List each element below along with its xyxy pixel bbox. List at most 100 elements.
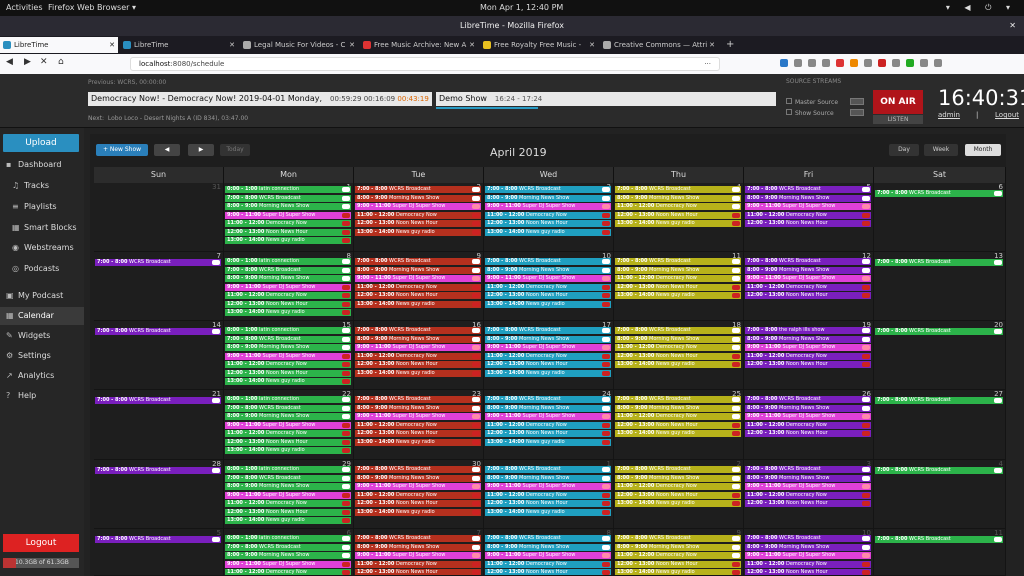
show-event[interactable]: 7:00 - 8:00 WCRS Broadcast: [225, 335, 351, 343]
tab-close-icon[interactable]: ✕: [349, 41, 355, 49]
show-event[interactable]: 9:00 - 11:00 Super DJ Super Show: [355, 413, 481, 420]
show-event[interactable]: 7:00 - 8:00 WCRS Broadcast: [355, 466, 481, 473]
show-event[interactable]: 7:00 - 8:00 WCRS Broadcast: [745, 466, 871, 473]
show-event[interactable]: 11:00 - 12:00 Democracy Now: [225, 220, 351, 227]
show-event[interactable]: 11:00 - 12:00 Democracy Now: [485, 491, 611, 499]
day-number[interactable]: 7: [216, 252, 221, 260]
show-event[interactable]: 7:00 - 8:00 WCRS Broadcast: [615, 396, 741, 403]
calendar-day-cell[interactable]: 24 7:00 - 8:00 WCRS Broadcast 8:00 - 9:00 …: [484, 390, 614, 460]
calendar-day-cell[interactable]: 25 7:00 - 8:00 WCRS Broadcast 8:00 - 9:00 …: [614, 390, 744, 460]
show-event[interactable]: 8:00 - 9:00 Morning News Show: [485, 194, 611, 202]
browser-tab[interactable]: Free Music Archive: New A ✕: [360, 37, 478, 53]
show-event[interactable]: 11:00 - 12:00 Democracy Now: [355, 560, 481, 568]
extension-icon[interactable]: [906, 59, 914, 67]
calendar-day-cell[interactable]: 29 0:00 - 1:00 latin connection 7:00 - 8:0…: [224, 460, 354, 529]
show-event[interactable]: 13:00 - 14:00 News guy radio: [615, 292, 741, 299]
show-event[interactable]: 7:00 - 8:00 WCRS Broadcast: [745, 396, 871, 403]
show-event[interactable]: 7:00 - 8:00 WCRS Broadcast: [745, 535, 871, 542]
calendar-day-cell[interactable]: 9 7:00 - 8:00 WCRS Broadcast 8:00 - 9:00 M…: [614, 529, 744, 576]
calendar-day-cell[interactable]: 7 7:00 - 8:00 WCRS Broadcast: [94, 252, 224, 321]
sidebar-item-podcasts[interactable]: ◎ Podcasts: [0, 260, 84, 278]
show-event[interactable]: 13:00 - 14:00 News guy radio: [225, 447, 351, 454]
tab-close-icon[interactable]: ✕: [469, 41, 475, 49]
day-number[interactable]: 7: [476, 529, 481, 537]
show-event[interactable]: 13:00 - 14:00 News guy radio: [355, 508, 481, 516]
show-event[interactable]: 12:00 - 13:00 Noon News Hour: [485, 500, 611, 507]
day-number[interactable]: 21: [212, 390, 221, 398]
library-icon[interactable]: [794, 59, 802, 67]
show-event[interactable]: 7:00 - 8:00 WCRS Broadcast: [875, 328, 1003, 335]
tab-close-icon[interactable]: ✕: [589, 41, 595, 49]
day-number[interactable]: 16: [472, 321, 481, 329]
pocket-icon[interactable]: [836, 59, 844, 67]
show-event[interactable]: 13:00 - 14:00 News guy radio: [485, 508, 611, 516]
show-event[interactable]: 13:00 - 14:00 News guy radio: [355, 369, 481, 377]
month-view-button[interactable]: Month: [965, 144, 1001, 156]
show-event[interactable]: 12:00 - 13:00 Noon News Hour: [225, 508, 351, 516]
browser-tab[interactable]: LibreTime ✕: [120, 37, 238, 53]
show-event[interactable]: 8:00 - 9:00 Morning News Show: [745, 194, 871, 202]
show-event[interactable]: 9:00 - 11:00 Super DJ Super Show: [485, 275, 611, 282]
show-event[interactable]: 8:00 - 9:00 Morning News Show: [355, 266, 481, 274]
day-number[interactable]: 14: [212, 321, 221, 329]
master-source-toggle[interactable]: [850, 98, 864, 105]
show-event[interactable]: 8:00 - 9:00 Morning News Show: [225, 275, 351, 282]
show-event[interactable]: 11:00 - 12:00 Democracy Now: [485, 283, 611, 291]
show-event[interactable]: 9:00 - 11:00 Super DJ Super Show: [225, 491, 351, 499]
sidebar-item-widgets[interactable]: ✎ Widgets: [0, 327, 84, 345]
calendar-day-cell[interactable]: 7 7:00 - 8:00 WCRS Broadcast 8:00 - 9:00 M…: [354, 529, 484, 576]
show-event[interactable]: 12:00 - 13:00 Noon News Hour: [355, 361, 481, 368]
master-source-checkbox[interactable]: [786, 98, 792, 104]
sidebar-item-my-podcast[interactable]: ▣ My Podcast: [0, 287, 84, 305]
extension-icon[interactable]: [892, 59, 900, 67]
show-event[interactable]: 12:00 - 13:00 Noon News Hour: [745, 361, 871, 368]
show-event[interactable]: 8:00 - 9:00 Morning News Show: [615, 404, 741, 412]
show-event[interactable]: 9:00 - 11:00 Super DJ Super Show: [225, 421, 351, 429]
calendar-day-cell[interactable]: 15 0:00 - 1:00 latin connection 7:00 - 8:0…: [224, 321, 354, 390]
show-event[interactable]: 7:00 - 8:00 WCRS Broadcast: [95, 259, 221, 266]
show-event[interactable]: 9:00 - 11:00 Super DJ Super Show: [485, 552, 611, 559]
calendar-day-cell[interactable]: 11 7:00 - 8:00 WCRS Broadcast 8:00 - 9:00 …: [614, 252, 744, 321]
tab-close-icon[interactable]: ✕: [109, 41, 115, 49]
show-event[interactable]: 8:00 - 9:00 Morning News Show: [745, 266, 871, 274]
new-tab-button[interactable]: +: [726, 39, 735, 50]
new-show-button[interactable]: + New Show: [96, 144, 148, 156]
browser-tab[interactable]: Free Royalty Free Music - ✕: [480, 37, 598, 53]
show-event[interactable]: 7:00 - 8:00 WCRS Broadcast: [485, 258, 611, 265]
url-bar[interactable]: localhost:8080/schedule ···: [130, 57, 720, 71]
calendar-day-cell[interactable]: 9 7:00 - 8:00 WCRS Broadcast 8:00 - 9:00 M…: [354, 252, 484, 321]
show-source-checkbox[interactable]: [786, 109, 792, 115]
day-number[interactable]: 28: [212, 460, 221, 468]
show-event[interactable]: 7:00 - 8:00 WCRS Broadcast: [485, 466, 611, 473]
show-event[interactable]: 12:00 - 13:00 Noon News Hour: [485, 361, 611, 368]
calendar-day-cell[interactable]: 18 7:00 - 8:00 WCRS Broadcast 8:00 - 9:00 …: [614, 321, 744, 390]
browser-tab[interactable]: LibreTime ✕: [0, 37, 118, 53]
day-number[interactable]: 9: [736, 529, 741, 537]
show-event[interactable]: 9:00 - 11:00 Super DJ Super Show: [485, 203, 611, 210]
home-icon[interactable]: ⌂: [58, 57, 64, 67]
downloads-icon[interactable]: [780, 59, 788, 67]
show-event[interactable]: 7:00 - 8:00 WCRS Broadcast: [745, 186, 871, 193]
calendar-day-cell[interactable]: 31: [94, 183, 224, 252]
show-event[interactable]: 12:00 - 13:00 Noon News Hour: [485, 569, 611, 575]
show-event[interactable]: 7:00 - 8:00 WCRS Broadcast: [875, 397, 1003, 404]
calendar-day-cell[interactable]: 10 7:00 - 8:00 WCRS Broadcast 8:00 - 9:00 …: [484, 252, 614, 321]
show-event[interactable]: 7:00 - 8:00 WCRS Broadcast: [225, 543, 351, 551]
show-event[interactable]: 7:00 - 8:00 WCRS Broadcast: [745, 258, 871, 265]
show-event[interactable]: 7:00 - 8:00 WCRS Broadcast: [95, 467, 221, 474]
show-event[interactable]: 12:00 - 13:00 Noon News Hour: [225, 438, 351, 446]
calendar-day-cell[interactable]: 12 7:00 - 8:00 WCRS Broadcast 8:00 - 9:00 …: [744, 252, 874, 321]
username-link[interactable]: admin: [938, 111, 960, 119]
show-event[interactable]: 11:00 - 12:00 Democracy Now: [355, 491, 481, 499]
day-number[interactable]: 2: [736, 460, 741, 468]
show-event[interactable]: 7:00 - 8:00 WCRS Broadcast: [355, 258, 481, 265]
show-event[interactable]: 12:00 - 13:00 Noon News Hour: [225, 369, 351, 377]
sidebar-item-dashboard[interactable]: ▪ Dashboard: [0, 156, 84, 174]
show-event[interactable]: 13:00 - 14:00 News guy radio: [485, 228, 611, 236]
show-event[interactable]: 13:00 - 14:00 News guy radio: [615, 500, 741, 507]
stop-icon[interactable]: ✕: [40, 57, 48, 67]
show-event[interactable]: 13:00 - 14:00 News guy radio: [225, 237, 351, 244]
show-event[interactable]: 7:00 - 8:00 WCRS Broadcast: [875, 467, 1003, 474]
